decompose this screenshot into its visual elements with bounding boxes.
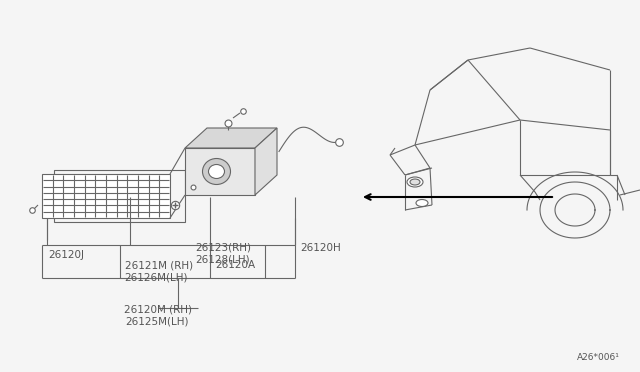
Ellipse shape xyxy=(416,199,428,206)
Text: 26121M (RH): 26121M (RH) xyxy=(125,260,193,270)
Text: 26120J: 26120J xyxy=(48,250,84,260)
Text: 26125M(LH): 26125M(LH) xyxy=(125,317,189,327)
Bar xyxy=(54,170,185,222)
Text: 26120M (RH): 26120M (RH) xyxy=(124,305,192,315)
Ellipse shape xyxy=(410,179,420,185)
Text: 26120A: 26120A xyxy=(215,260,255,270)
Text: 26128(LH): 26128(LH) xyxy=(195,255,250,265)
Bar xyxy=(185,148,255,195)
Polygon shape xyxy=(255,128,277,195)
Ellipse shape xyxy=(209,164,225,179)
Ellipse shape xyxy=(407,177,423,187)
Text: 26120H: 26120H xyxy=(300,243,340,253)
Polygon shape xyxy=(185,128,277,148)
Text: A26*006¹: A26*006¹ xyxy=(577,353,620,362)
Bar xyxy=(42,174,170,218)
Text: 26123(RH): 26123(RH) xyxy=(195,243,251,253)
Ellipse shape xyxy=(202,158,230,185)
Text: 26126M(LH): 26126M(LH) xyxy=(124,272,188,282)
